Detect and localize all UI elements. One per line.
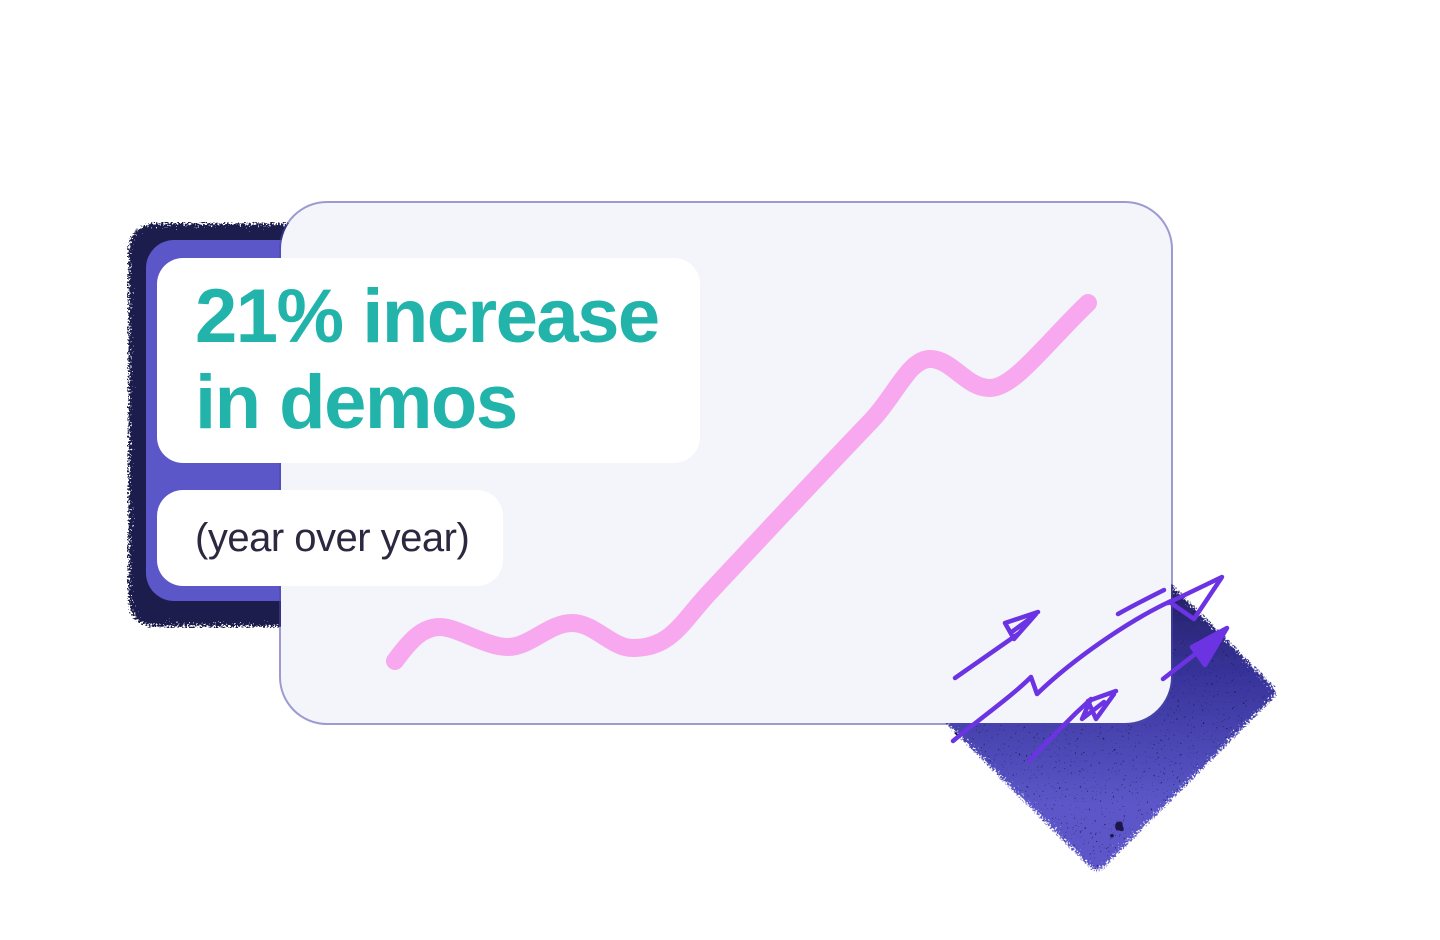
sketch-arrow-icon xyxy=(1160,625,1230,682)
headline-line2: in demos xyxy=(195,360,518,445)
trend-line xyxy=(386,294,1097,670)
trend-line-chart xyxy=(386,294,1097,670)
headline-text: 21% increase in demos xyxy=(157,258,700,446)
headline-card: 21% increase in demos xyxy=(157,258,700,463)
subtitle-card: (year over year) xyxy=(157,490,503,586)
headline-line1: 21% increase xyxy=(195,274,660,359)
subtitle-text: (year over year) xyxy=(195,516,470,560)
